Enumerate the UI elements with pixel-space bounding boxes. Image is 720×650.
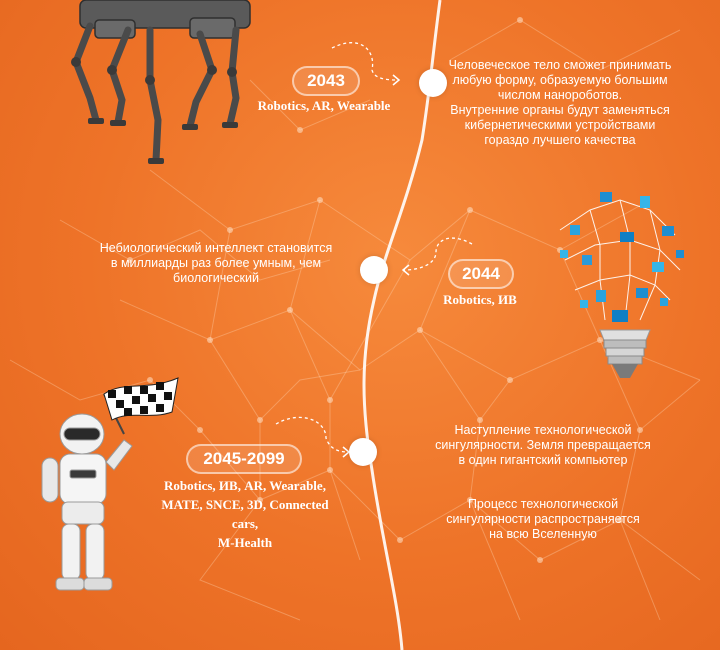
year-badge-2043: 2043 xyxy=(292,66,360,96)
year-badge-2045-2099: 2045-2099 xyxy=(186,444,302,474)
timeline-node-2045-2099 xyxy=(349,438,377,466)
timeline-node-2043 xyxy=(419,69,447,97)
description-2044: Небиологический интеллект становится в м… xyxy=(99,241,333,285)
checkered-flag-icon xyxy=(103,377,179,435)
tags-2044: Robotics, ИВ xyxy=(443,292,517,307)
description-2043: Человеческое тело сможет принимать любую… xyxy=(448,58,672,147)
tags-2045-2099: Robotics, ИВ, AR, Wearable, MATE, SNCE, … xyxy=(161,478,329,550)
tags-2043: Robotics, AR, Wearable xyxy=(257,98,391,113)
description-2045-2099-part-1: Наступление технологической сингулярност… xyxy=(435,423,651,467)
description-2045-2099-part-2: Процесс технологической сингулярности ра… xyxy=(446,497,640,541)
timeline-node-2044 xyxy=(360,256,388,284)
year-badge-2044: 2044 xyxy=(448,259,514,289)
